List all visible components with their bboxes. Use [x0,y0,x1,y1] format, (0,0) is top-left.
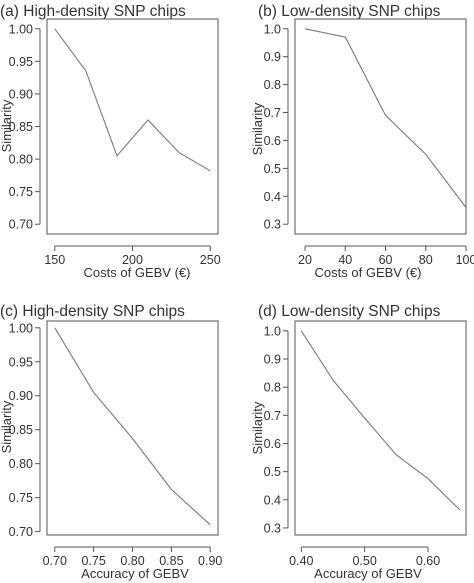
y-tick-label: 0.85 [9,120,33,134]
x-tick-label: 150 [44,253,65,267]
plot-frame [294,320,467,536]
x-tick-label: 0.40 [289,554,313,568]
panel-b: (b) Low-density SNP chips Similarity Cos… [250,3,474,280]
y-tick-label: 0.4 [264,493,281,507]
panel-title: (a) High-density SNP chips [0,3,186,20]
y-tick-label: 0.3 [264,521,281,535]
y-tick-label: 1.00 [9,321,33,335]
plot-frame [46,320,219,536]
x-tick-label: 0.70 [43,554,67,568]
y-tick-label: 0.85 [9,423,33,437]
y-axis-label: Similarity [250,401,265,454]
x-axis-label: Accuracy of GEBV [81,566,189,581]
y-axis-label: Similarity [250,102,265,155]
y-tick-label: 0.8 [264,381,281,395]
plot-frame [294,18,467,235]
y-tick-label: 0.80 [9,457,33,471]
y-tick-label: 1.00 [9,22,33,36]
y-tick-label: 0.8 [264,78,281,92]
panel-title: (d) Low-density SNP chips [258,303,441,320]
y-tick-label: 0.3 [264,218,281,232]
y-tick-label: 0.7 [264,106,281,120]
y-tick-label: 0.70 [9,218,33,232]
y-tick-label: 0.90 [9,87,33,101]
panel-title: (b) Low-density SNP chips [258,3,441,20]
series-line [304,28,467,208]
x-axis-label: Costs of GEBV (€) [84,265,191,280]
y-tick-label: 0.9 [264,353,281,367]
panel-c: (c) High-density SNP chips Similarity Ac… [0,303,222,581]
series-line [54,28,211,172]
x-tick-label: 60 [379,253,393,267]
panel-title: (c) High-density SNP chips [0,303,185,320]
y-tick-label: 0.6 [264,437,281,451]
y-axis-label: Similarity [0,99,14,152]
y-tick-label: 0.90 [9,389,33,403]
x-tick-label: 80 [419,253,433,267]
y-tick-label: 0.70 [9,525,33,539]
y-tick-label: 0.4 [264,190,281,204]
series-line [54,327,211,526]
y-tick-label: 0.95 [9,355,33,369]
panel-a: (a) High-density SNP chips Similarity Co… [0,3,221,280]
x-tick-label: 200 [122,253,143,267]
x-tick-label: 40 [338,253,352,267]
x-tick-label: 0.80 [120,554,144,568]
y-tick-label: 1.0 [264,324,281,338]
y-tick-label: 0.7 [264,409,281,423]
y-tick-label: 0.5 [264,162,281,176]
plot-frame [46,18,219,235]
y-tick-label: 0.95 [9,55,33,69]
y-tick-label: 0.75 [9,491,33,505]
x-axis-label: Accuracy of GEBV [314,566,422,581]
y-axis-label: Similarity [0,400,14,453]
y-tick-label: 0.6 [264,134,281,148]
y-tick-label: 1.0 [264,22,281,36]
x-tick-label: 250 [200,253,221,267]
x-tick-label: 0.50 [352,554,376,568]
x-tick-label: 0.85 [159,554,183,568]
x-tick-label: 0.90 [198,554,222,568]
series-line [300,330,461,511]
y-tick-label: 0.80 [9,153,33,167]
x-tick-label: 20 [298,253,312,267]
x-tick-label: 0.60 [416,554,440,568]
y-tick-label: 0.75 [9,185,33,199]
x-axis-label: Costs of GEBV (€) [315,265,422,280]
x-tick-label: 100 [456,253,474,267]
x-tick-label: 0.75 [81,554,105,568]
panel-d: (d) Low-density SNP chips Similarity Acc… [250,303,467,581]
y-tick-label: 0.9 [264,50,281,64]
y-tick-label: 0.5 [264,465,281,479]
